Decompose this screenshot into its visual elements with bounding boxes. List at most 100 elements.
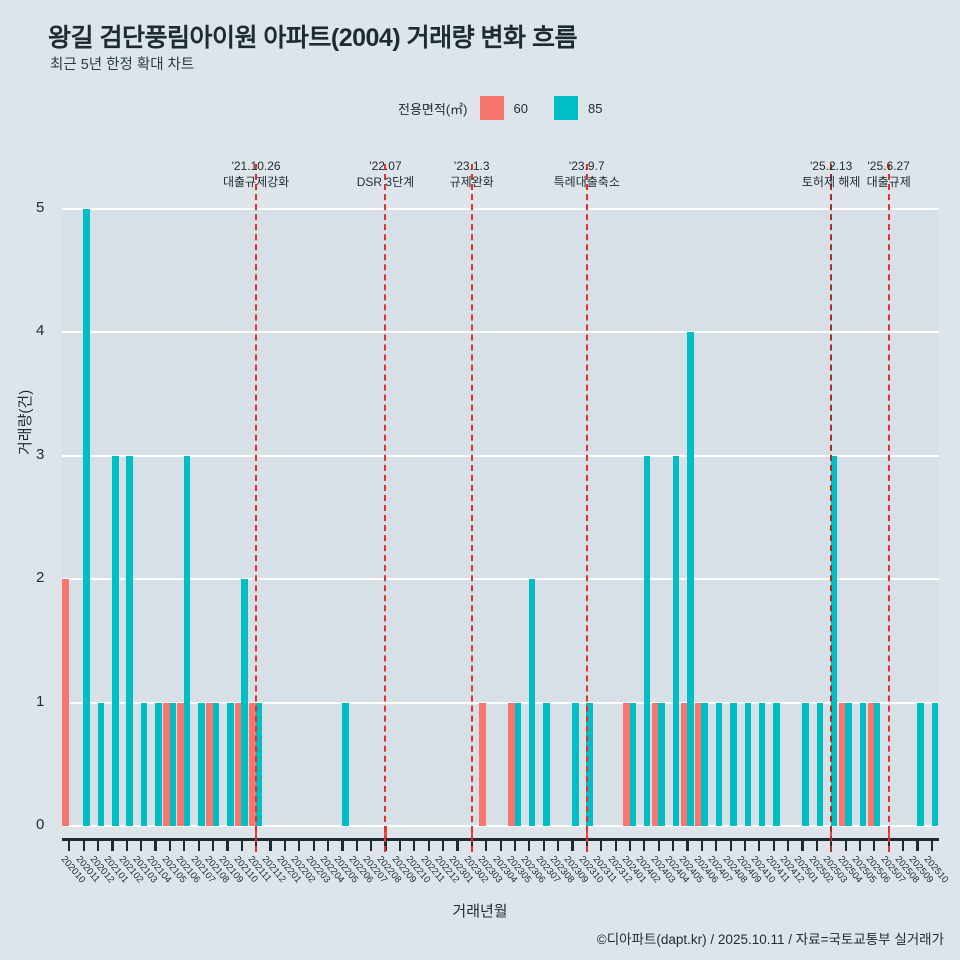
- bar-85-202309: [572, 702, 579, 826]
- x-tick-202107: [197, 838, 200, 851]
- bar-85-202305: [514, 702, 522, 826]
- gridline: [62, 701, 939, 704]
- bar-85-202504: [845, 702, 852, 826]
- x-tick-202406: [700, 838, 703, 851]
- legend-label-85: 85: [587, 100, 603, 116]
- x-tick-202209: [398, 838, 402, 851]
- bar-85-202407: [715, 702, 723, 826]
- x-tick-202509: [916, 838, 919, 851]
- legend-swatch-60: [479, 96, 504, 120]
- x-tick-202504: [844, 838, 847, 851]
- x-tick-202404: [672, 838, 675, 851]
- x-tick-202201: [283, 838, 287, 851]
- x-tick-202409: [743, 838, 747, 851]
- x-tick-202405: [686, 838, 689, 851]
- bar-85-202503: [830, 455, 838, 826]
- annotation-date: '25.6.27: [867, 159, 910, 173]
- x-tick-202011: [82, 838, 85, 851]
- bar-85-202105: [169, 702, 176, 826]
- annotation-date: '23.1.3: [453, 159, 490, 173]
- x-tick-202501: [801, 838, 804, 851]
- x-tick-202309: [571, 838, 574, 851]
- annotation-text: 토허제 해제: [801, 175, 861, 189]
- y-tick-3: 3: [36, 445, 45, 463]
- event-line-1: [384, 164, 387, 852]
- annotation-4: '25.2.13 토허제 해제: [761, 158, 901, 190]
- x-tick-202210: [413, 838, 416, 851]
- bar-60-202305: [508, 702, 515, 826]
- x-tick-202508: [902, 838, 905, 851]
- bar-85-202401: [629, 702, 637, 826]
- bar-85-202408: [730, 702, 737, 826]
- x-tick-202211: [427, 838, 430, 851]
- y-tick-0: 0: [36, 816, 45, 833]
- x-tick-202305: [513, 838, 517, 851]
- bar-85-202106: [183, 455, 191, 826]
- x-tick-202306: [528, 838, 531, 851]
- x-tick-202312: [614, 838, 617, 851]
- annotation-0: '21.10.26 대출규제강화: [186, 158, 326, 190]
- x-tick-202108: [211, 838, 215, 851]
- bar-85-202109: [227, 702, 234, 826]
- x-tick-202510: [930, 838, 933, 851]
- x-tick-202204: [326, 838, 330, 851]
- x-tick-202412: [787, 838, 790, 851]
- x-tick-202311: [600, 838, 603, 851]
- bar-85-202501: [802, 702, 809, 826]
- bar-60-202110: [234, 702, 242, 826]
- gridline: [62, 454, 939, 457]
- x-tick-202109: [226, 838, 229, 851]
- x-tick-202407: [715, 838, 718, 851]
- y-tick-2: 2: [36, 569, 45, 587]
- annotation-text: 대출규제: [866, 175, 911, 189]
- annotation-date: '22.07: [369, 159, 402, 173]
- bar-60-202303: [479, 702, 486, 826]
- bar-85-202110: [241, 579, 248, 826]
- bar-60-202105: [163, 702, 170, 826]
- bar-85-202104: [155, 702, 162, 826]
- annotation-1: '22.07 DSR 3단계: [315, 158, 455, 190]
- x-tick-202202: [298, 838, 301, 851]
- annotation-3: '23.9.7 특례대출축소: [517, 158, 657, 190]
- bar-85-202411: [773, 702, 780, 826]
- x-axis-label: 거래년월: [452, 903, 508, 920]
- x-tick-202502: [815, 838, 818, 851]
- y-axis-label: 거래량(건): [17, 389, 34, 455]
- x-tick-202206: [355, 838, 358, 851]
- event-line-4: [830, 164, 833, 852]
- x-tick-202212: [441, 838, 445, 851]
- x-tick-202408: [729, 838, 732, 851]
- page-subtitle: 최근 5년 한정 확대 차트: [50, 57, 195, 73]
- gridline: [62, 578, 939, 581]
- bar-85-202409: [744, 702, 752, 826]
- x-tick-202110: [240, 838, 243, 851]
- bar-85-202403: [658, 702, 665, 826]
- plot-area: [62, 208, 939, 827]
- x-tick-202112: [269, 838, 272, 851]
- bar-85-202402: [643, 455, 651, 826]
- x-tick-202308: [557, 838, 560, 851]
- bar-85-202506: [874, 702, 881, 826]
- bar-85-202405: [687, 332, 694, 826]
- x-tick-202104: [154, 838, 157, 851]
- x-tick-202205: [341, 838, 344, 851]
- bar-85-202205: [342, 702, 349, 826]
- event-line-5: [887, 164, 890, 852]
- bar-85-202406: [701, 702, 708, 826]
- bar-60-202010: [62, 579, 69, 826]
- x-tick-202307: [542, 838, 545, 851]
- y-tick-1: 1: [36, 692, 45, 710]
- event-line-0: [255, 164, 258, 852]
- legend-label-60: 60: [513, 100, 528, 116]
- bar-60-202504: [838, 702, 846, 826]
- bar-60-202403: [651, 702, 659, 826]
- bar-85-202310: [586, 702, 593, 826]
- bar-85-202509: [917, 702, 924, 826]
- bar-60-202108: [206, 702, 213, 826]
- legend-swatch-85: [553, 96, 578, 120]
- bar-60-202401: [623, 702, 630, 826]
- annotation-text: DSR 3단계: [356, 175, 415, 189]
- x-tick-202402: [643, 838, 646, 851]
- x-tick-202012: [96, 838, 100, 851]
